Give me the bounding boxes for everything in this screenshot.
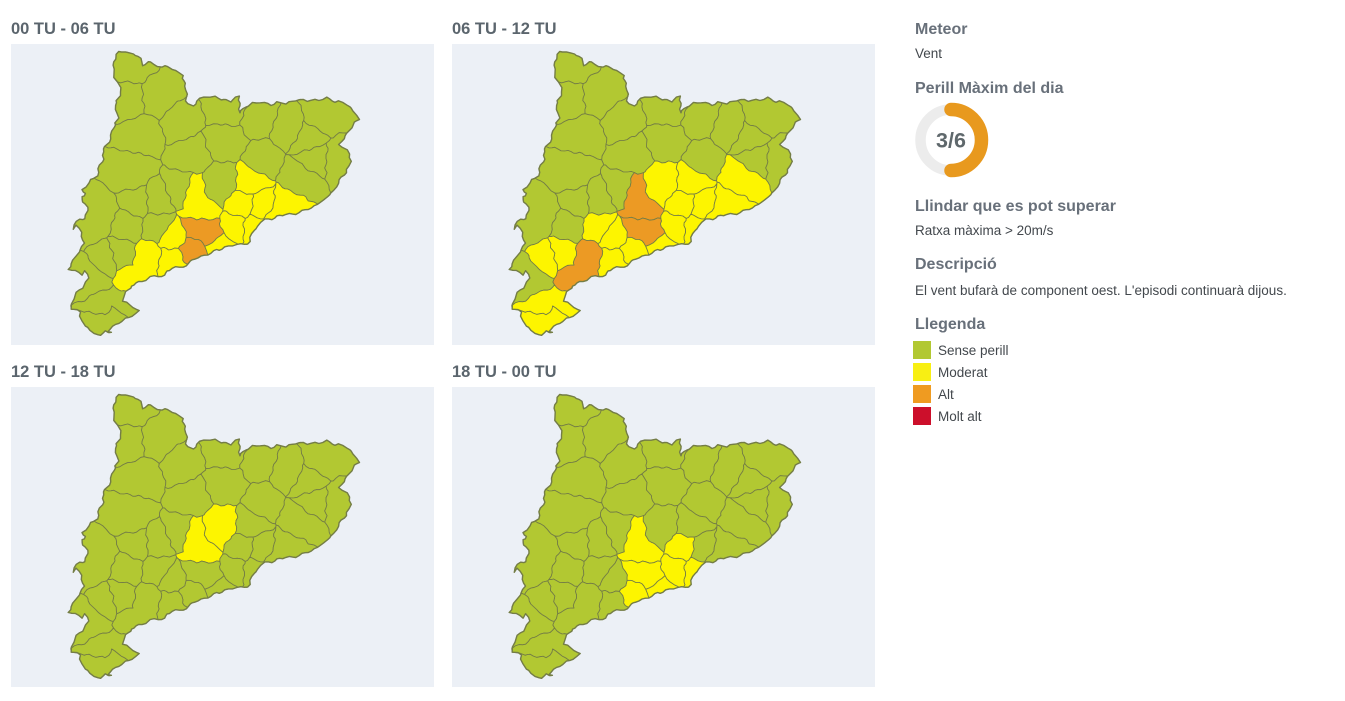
- svg-text:3/6: 3/6: [936, 129, 966, 153]
